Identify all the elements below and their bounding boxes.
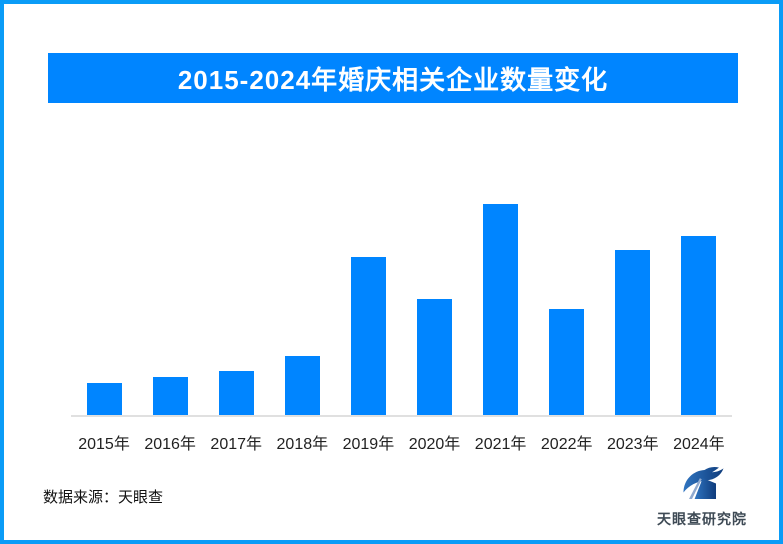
bar-2022	[549, 309, 585, 415]
x-axis-label-2023: 2023年	[606, 436, 659, 453]
data-source-note: 数据来源：天眼查	[43, 489, 164, 506]
tianyancha-logo-text: 天眼查研究院	[657, 511, 747, 527]
bar-slot-2020	[401, 299, 467, 415]
bar-2020	[417, 299, 453, 415]
x-axis-label-2017: 2017年	[210, 436, 263, 453]
bar-2019	[350, 257, 386, 415]
bar-slot-2016	[137, 377, 203, 415]
chart-title-banner: 2015-2024年婚庆相关企业数量变化	[48, 53, 738, 103]
x-axis-label-2024: 2024年	[673, 436, 725, 453]
bar-slot-2023	[600, 250, 666, 415]
x-axis-label-2022: 2022年	[540, 436, 593, 453]
x-axis-labels: 2015年 2016年 2017年 2018年 2019年 2020年 2021年 2022年…	[71, 430, 732, 454]
x-axis-label-2016: 2016年	[144, 436, 196, 453]
bar-slot-2017	[203, 371, 269, 415]
bar-2023	[615, 250, 651, 415]
bar-2016	[152, 377, 188, 415]
chart-title: 2015-2024年婚庆相关企业数量变化	[177, 64, 609, 95]
bar-slot-2018	[269, 356, 335, 415]
tianyancha-logo-icon	[683, 466, 724, 499]
x-axis-label-2021: 2021年	[474, 436, 527, 453]
bar-2021	[483, 204, 519, 415]
x-axis-label-2019: 2019年	[342, 436, 395, 453]
bar-2018	[284, 356, 320, 415]
x-axis-label-2018: 2018年	[276, 436, 329, 453]
bar-slot-2024	[666, 236, 732, 415]
bar-2017	[218, 371, 254, 415]
x-axis-label-2015: 2015年	[78, 436, 130, 453]
bar-slot-2019	[335, 257, 401, 415]
bar-slot-2022	[534, 309, 600, 415]
bar-slot-2015	[71, 383, 137, 415]
x-axis-label-2020: 2020年	[408, 436, 461, 453]
bar-slot-2021	[468, 204, 534, 415]
tianyancha-logo: 天眼查研究院	[652, 466, 752, 529]
bar-2024	[681, 236, 717, 415]
bar-2015	[86, 383, 122, 415]
bar-chart-plot-area	[71, 196, 732, 417]
